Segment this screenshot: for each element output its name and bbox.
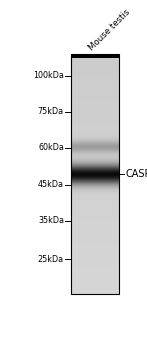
- Text: 45kDa: 45kDa: [38, 180, 64, 189]
- Bar: [71, 54, 119, 294]
- Text: 60kDa: 60kDa: [38, 143, 64, 152]
- Text: 75kDa: 75kDa: [38, 107, 64, 116]
- Bar: [71, 54, 119, 58]
- Text: 25kDa: 25kDa: [38, 255, 64, 264]
- Text: 100kDa: 100kDa: [33, 71, 64, 80]
- Text: CASP1: CASP1: [126, 169, 147, 179]
- Text: Mouse testis: Mouse testis: [87, 8, 132, 53]
- Text: 35kDa: 35kDa: [38, 216, 64, 225]
